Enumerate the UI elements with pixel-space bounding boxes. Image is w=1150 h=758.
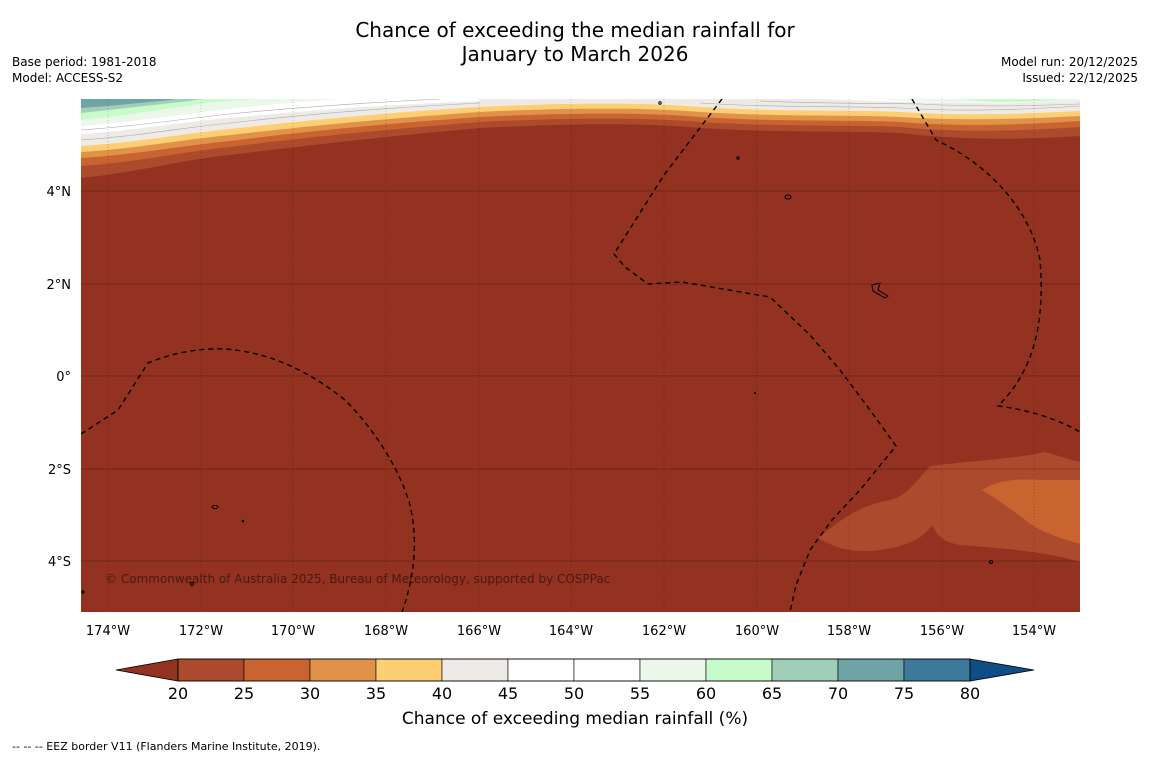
colorbar-cell [243, 658, 311, 682]
colorbar-cell [837, 658, 905, 682]
base-period-text: Base period: 1981-2018 [12, 55, 157, 69]
band-40-45 [81, 99, 1080, 146]
issued-text: Issued: 22/12/2025 [1022, 71, 1138, 85]
se-band-25-30 [982, 479, 1080, 544]
graticule [81, 190, 1080, 562]
lon-label: 162°W [642, 624, 686, 639]
band-45-55 [81, 99, 1080, 134]
model-run-text: Model run: 20/12/2025 [1000, 55, 1138, 69]
colorbar-tick-label: 20 [168, 684, 188, 703]
colorbar-tick-label: 65 [762, 684, 782, 703]
colorbar-cell [375, 658, 443, 682]
lat-axis: 4°N 2°N 0° 2°S 4°S [47, 185, 72, 570]
below-20-region [81, 99, 1080, 612]
colorbar-cell [507, 658, 575, 682]
colorbar-tick-label: 75 [894, 684, 914, 703]
colorbar-cell [705, 658, 773, 682]
lon-axis: 174°W 172°W 170°W 168°W 166°W 164°W 162°… [86, 624, 1056, 639]
colorbar-cell [639, 658, 707, 682]
metadata-right: Model run: 20/12/2025 Issued: 22/12/2025 [1001, 54, 1138, 86]
lon-label: 168°W [364, 624, 408, 639]
colorbar: 20 25 30 35 40 45 50 55 60 65 70 75 80 [115, 658, 1035, 703]
copyright-text: © Commonwealth of Australia 2025, Bureau… [105, 572, 610, 586]
colorbar-tick-label: 80 [960, 684, 980, 703]
lon-label: 156°W [920, 624, 964, 639]
map-figure: © Commonwealth of Australia 2025, Bureau… [47, 99, 1080, 703]
rainfall-field [81, 99, 1080, 612]
title-line-1: Chance of exceeding the median rainfall … [355, 18, 795, 42]
title-line-2: January to March 2026 [461, 42, 689, 66]
colorbar-cell [903, 658, 971, 682]
colorbar-tick-label: 30 [300, 684, 320, 703]
colorbar-tick-label: 25 [234, 684, 254, 703]
contour-lines [81, 99, 1080, 141]
model-text: Model: ACCESS-S2 [12, 71, 124, 85]
lon-label: 164°W [549, 624, 593, 639]
se-band-20-25 [818, 452, 1080, 562]
colorbar-label: Chance of exceeding median rainfall (%) [401, 709, 749, 729]
lon-label: 158°W [827, 624, 871, 639]
islands [81, 101, 993, 594]
lat-label: 2°S [48, 463, 71, 478]
eez-borders [81, 99, 1080, 612]
band-70-75 [81, 99, 175, 108]
lon-label: 166°W [457, 624, 501, 639]
colorbar-over-arrow [969, 658, 1035, 682]
lon-label: 170°W [271, 624, 315, 639]
colorbar-tick-label: 45 [498, 684, 518, 703]
lon-label: 172°W [179, 624, 223, 639]
colorbar-tick-label: 60 [696, 684, 716, 703]
colorbar-tick-label: 40 [432, 684, 452, 703]
colorbar-cell [441, 658, 509, 682]
footnote: -- -- -- EEZ border V11 (Flanders Marine… [12, 740, 321, 753]
colorbar-under-arrow [115, 658, 179, 682]
colorbar-cell [177, 658, 245, 682]
colorbar-cell [771, 658, 839, 682]
lat-label: 4°N [47, 185, 72, 200]
colorbar-tick-label: 35 [366, 684, 386, 703]
lon-label: 174°W [86, 624, 130, 639]
lat-label: 2°N [47, 278, 72, 293]
colorbar-cell [573, 658, 641, 682]
lon-label: 160°W [735, 624, 779, 639]
colorbar-cell [309, 658, 377, 682]
colorbar-tick-label: 55 [630, 684, 650, 703]
colorbar-tick-label: 50 [564, 684, 584, 703]
map-title: Chance of exceeding the median rainfall … [0, 18, 1150, 66]
lat-label: 4°S [48, 555, 71, 570]
lon-label: 154°W [1012, 624, 1056, 639]
colorbar-tick-label: 70 [828, 684, 848, 703]
metadata-left: Base period: 1981-2018 Model: ACCESS-S2 [12, 54, 157, 86]
lat-label: 0° [56, 370, 71, 385]
